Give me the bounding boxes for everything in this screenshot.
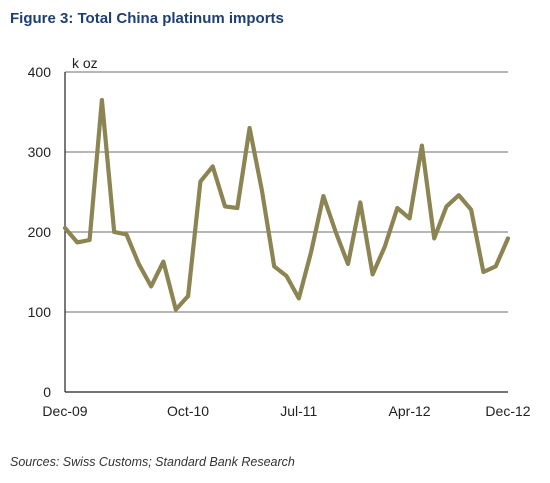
gridlines (65, 71, 508, 313)
y-tick-label: 0 (43, 384, 51, 400)
series-layer (62, 97, 511, 312)
x-tick-label: Apr-12 (389, 403, 431, 419)
x-tick-label: Jul-11 (280, 403, 317, 419)
y-tick-labels: 0 100 200 300 400 (28, 64, 52, 400)
axes (64, 72, 508, 393)
x-tick-label: Dec-09 (42, 403, 87, 419)
x-tick-labels: Dec-09 Oct-10 Jul-11 Apr-12 Dec-12 (42, 403, 530, 419)
y-tick-label: 200 (28, 224, 52, 240)
series-line-0 (62, 97, 511, 312)
x-tick-label: Oct-10 (167, 403, 209, 419)
source-note: Sources: Swiss Customs; Standard Bank Re… (10, 455, 295, 469)
y-tick-label: 100 (28, 304, 52, 320)
y-tick-label: 300 (28, 144, 52, 160)
y-axis-unit-label: k oz (72, 55, 98, 71)
y-tick-label: 400 (28, 64, 52, 80)
figure-title: Figure 3: Total China platinum imports (10, 10, 284, 27)
x-tick-label: Dec-12 (485, 403, 530, 419)
